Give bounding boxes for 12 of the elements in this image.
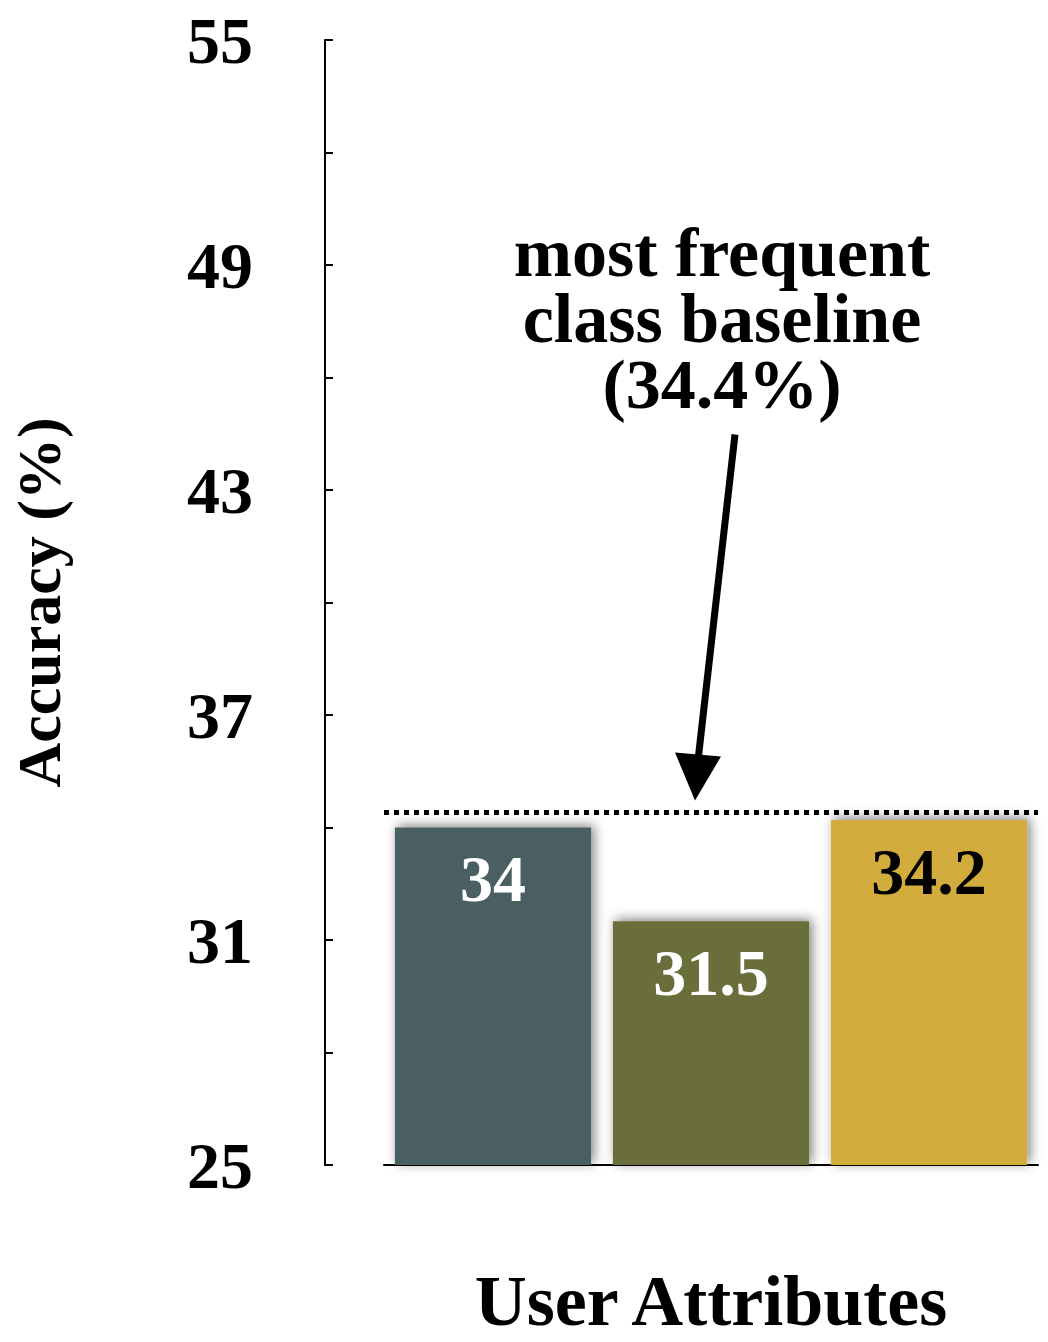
data-label: 31.5 <box>653 935 769 1009</box>
y-tick-label: 25 <box>187 1128 253 1202</box>
y-tick-label: 43 <box>187 453 253 527</box>
y-tick-label: 31 <box>187 903 253 977</box>
y-axis-title: Accuracy (%) <box>5 417 74 788</box>
ref-line-label: most frequent class baseline (34.4%) <box>513 214 931 423</box>
x-axis-title: User Attributes <box>474 1261 948 1341</box>
y-tick-label: 55 <box>187 3 253 77</box>
y-tick-label: 49 <box>187 228 253 302</box>
y-tick-label: 37 <box>187 678 253 752</box>
data-label: 34.2 <box>871 834 987 908</box>
data-label: 34 <box>460 842 526 915</box>
